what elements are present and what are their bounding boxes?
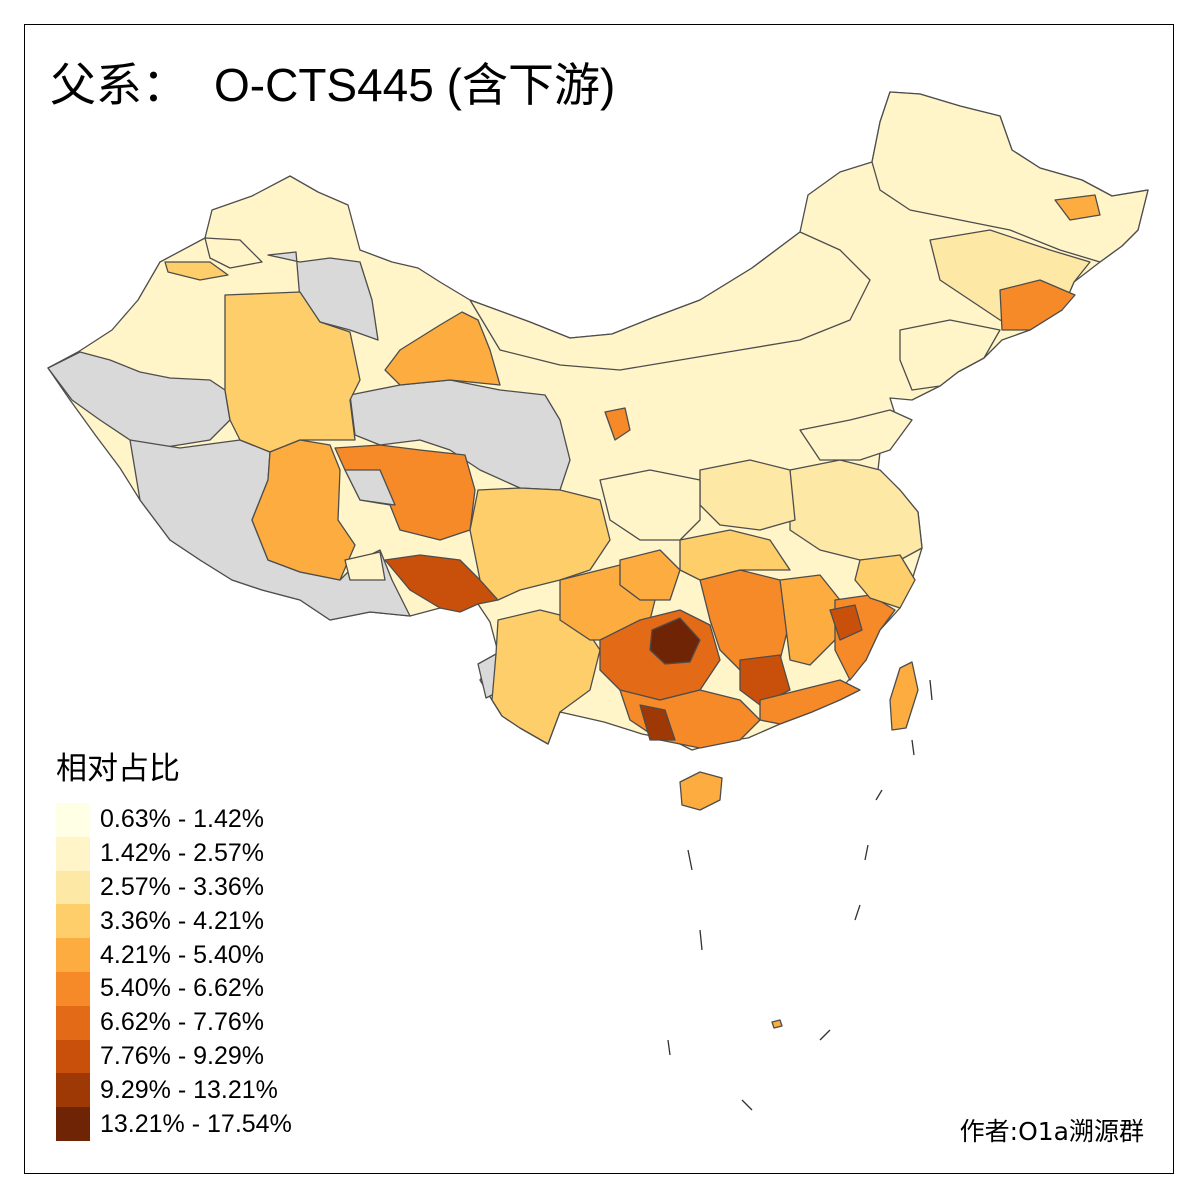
legend-item: 5.40% - 6.62%: [56, 971, 292, 1006]
legend-swatch: [56, 938, 90, 972]
region-guangdong: [759, 679, 861, 725]
legend-label: 13.21% - 17.54%: [100, 1109, 292, 1138]
region-tibet-small-light: [344, 551, 386, 581]
legend-swatch: [56, 1073, 90, 1108]
region-jilin-east-orange: [999, 279, 1076, 331]
legend-item: 7.76% - 9.29%: [56, 1039, 292, 1074]
legend-label: 1.42% - 2.57%: [100, 839, 264, 868]
author-credit: 作者:O1a溯源群: [959, 1117, 1144, 1146]
legend-label: 2.57% - 3.36%: [100, 872, 264, 901]
legend: 相对占比 0.63% - 1.42% 1.42% - 2.57% 2.57% - 3…: [56, 754, 292, 1141]
legend-swatch: [56, 904, 90, 939]
region-hubei: [679, 529, 791, 581]
region-qinghai-north: [384, 311, 501, 386]
legend-items: 0.63% - 1.42% 1.42% - 2.57% 2.57% - 3.36% 3…: [56, 803, 292, 1141]
title-haplogroup: O-CTS445 (含下游): [214, 59, 616, 111]
region-fujian-hot: [829, 604, 863, 641]
legend-label: 6.62% - 7.76%: [100, 1008, 264, 1037]
region-sichuan-west: [469, 487, 611, 601]
island-dongsha: [771, 1019, 783, 1029]
legend-swatch: [56, 1107, 90, 1141]
region-guizhou-peak: [649, 617, 701, 665]
region-inner-mongolia: [469, 231, 871, 371]
region-heilongjiang: [871, 91, 1149, 263]
region-ili: [204, 237, 263, 269]
region-tibet-linzhi: [384, 554, 499, 613]
region-anhui-jiangsu: [789, 459, 923, 561]
legend-label: 9.29% - 13.21%: [100, 1075, 278, 1104]
legend-item: 0.63% - 1.42%: [56, 803, 292, 837]
legend-label: 0.63% - 1.42%: [100, 805, 264, 834]
legend-item: 9.29% - 13.21%: [56, 1073, 292, 1108]
region-xinjiang-east-nodata: [267, 251, 379, 341]
region-taiwan: [889, 661, 919, 731]
legend-swatch: [56, 1005, 90, 1040]
legend-title: 相对占比: [56, 751, 180, 787]
region-hainan: [679, 771, 723, 811]
legend-label: 7.76% - 9.29%: [100, 1041, 264, 1070]
legend-item: 4.21% - 5.40%: [56, 938, 292, 972]
legend-swatch: [56, 803, 90, 837]
region-liaoning: [899, 319, 1001, 391]
legend-swatch: [56, 1039, 90, 1074]
legend-item: 6.62% - 7.76%: [56, 1005, 292, 1040]
region-shaanxi-south: [599, 469, 701, 541]
region-tibet-inner-nodata: [344, 469, 396, 506]
legend-label: 4.21% - 5.40%: [100, 940, 264, 969]
nine-dash-line: [667, 679, 933, 1111]
legend-label: 3.36% - 4.21%: [100, 906, 264, 935]
region-xinjiang-center: [224, 291, 361, 453]
legend-swatch: [56, 971, 90, 1006]
map-title: 父系： O-CTS445 (含下游): [50, 62, 615, 108]
legend-item: 2.57% - 3.36%: [56, 870, 292, 905]
region-guangxi-south: [639, 704, 676, 741]
legend-item: 3.36% - 4.21%: [56, 904, 292, 939]
legend-swatch: [56, 836, 90, 871]
title-prefix: 父系：: [50, 58, 188, 112]
region-chongqing: [619, 549, 681, 601]
region-xinjiang-north-strip: [164, 261, 229, 281]
region-gansu-orange: [604, 407, 631, 441]
region-shandong: [799, 409, 913, 461]
legend-item: 13.21% - 17.54%: [56, 1107, 292, 1141]
legend-swatch: [56, 870, 90, 905]
region-jiangxi: [779, 574, 841, 666]
legend-label: 5.40% - 6.62%: [100, 974, 264, 1003]
region-henan: [699, 459, 796, 531]
region-zhejiang: [854, 554, 916, 609]
region-heilongjiang-east-orange: [1054, 194, 1101, 221]
legend-item: 1.42% - 2.57%: [56, 836, 292, 871]
